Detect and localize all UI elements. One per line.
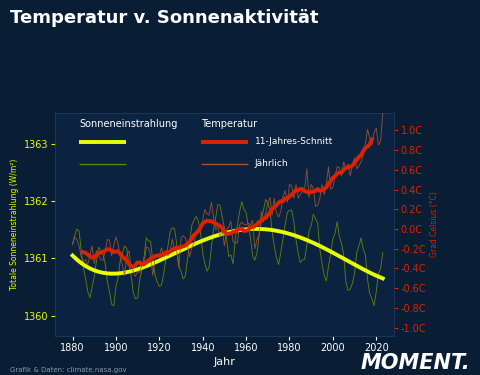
Text: MOMENT.: MOMENT. — [361, 353, 470, 373]
Text: Jährlich: Jährlich — [255, 159, 288, 168]
Text: Temperatur: Temperatur — [201, 119, 257, 129]
X-axis label: Jahr: Jahr — [214, 357, 235, 367]
Y-axis label: Grad Celsius (°C): Grad Celsius (°C) — [431, 191, 439, 257]
Y-axis label: Totale Sonneneinstrahlung (W/m²): Totale Sonneneinstrahlung (W/m²) — [11, 158, 20, 290]
Text: Grafik & Daten: climate.nasa.gov: Grafik & Daten: climate.nasa.gov — [10, 367, 126, 373]
Text: 11-Jahres-Schnitt: 11-Jahres-Schnitt — [255, 137, 333, 146]
Text: Temperatur v. Sonnenaktivität: Temperatur v. Sonnenaktivität — [10, 9, 318, 27]
Text: Sonneneinstrahlung: Sonneneinstrahlung — [79, 119, 177, 129]
